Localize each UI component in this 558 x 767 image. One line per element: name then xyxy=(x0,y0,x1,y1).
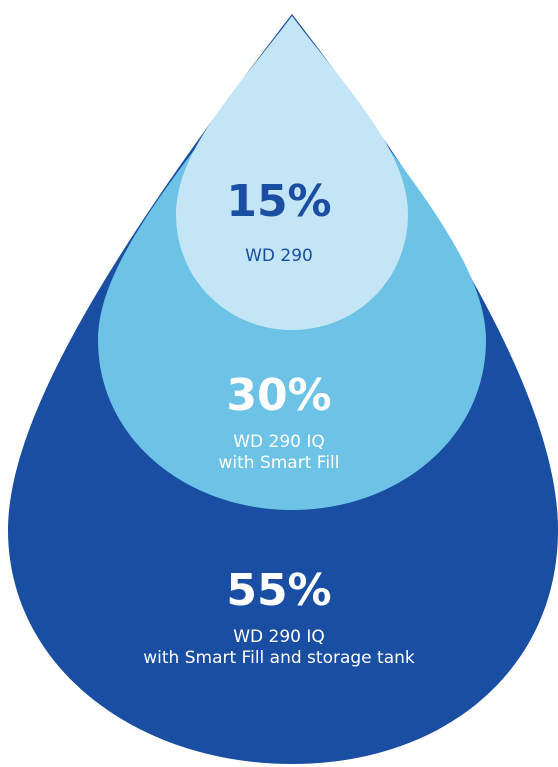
description-wd290-iq-tank: WD 290 IQ xyxy=(233,627,325,647)
percent-label-55: 55% xyxy=(226,565,332,616)
description-wd290-iq: WD 290 IQ xyxy=(233,432,325,452)
inner-drop-15 xyxy=(176,16,408,330)
description-wd290: WD 290 xyxy=(245,246,313,266)
percent-label-30: 30% xyxy=(226,370,332,421)
description-smart-fill-storage-tank: with Smart Fill and storage tank xyxy=(143,648,415,668)
description-smart-fill: with Smart Fill xyxy=(218,453,340,473)
percent-label-15: 15% xyxy=(226,176,332,227)
